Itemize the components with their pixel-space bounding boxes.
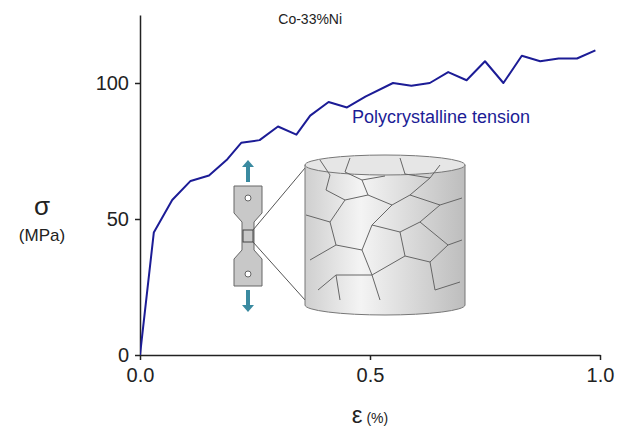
data-line [140,50,595,355]
grain-boundary [345,158,385,180]
load-arrow [246,166,250,182]
chart-title: Co-33%Ni [278,11,342,27]
grain-boundary [400,232,462,262]
cylinder [305,165,465,315]
tick-label: 100 [96,72,129,94]
grain-boundary [318,275,372,290]
load-arrow [246,290,250,306]
chart: 0.0 0.5 1.0 0 50 100 Co-33%Ni Polycrystalline t… [0,0,623,437]
grain-boundary [362,250,405,275]
grain-boundary [410,195,462,205]
tick: 0 [118,344,140,366]
specimen-hole [245,195,251,201]
grain-boundary [320,160,330,190]
grain-boundary [306,200,345,222]
grain-boundary [326,180,368,200]
tick-label: 50 [107,208,129,230]
tick-mark [600,355,602,360]
tick-label: 0.5 [357,364,385,386]
specimen-hole [245,271,251,277]
grain-boundary [420,222,448,245]
tick-mark [135,219,140,221]
grain-boundary [400,158,440,178]
tick-label: 0.0 [127,364,155,386]
tick: 0.0 [127,355,155,386]
grain-boundary [310,245,336,260]
arrow-head [242,160,254,167]
tick-label: 0 [118,344,129,366]
grain-boundary [336,275,340,300]
grain-boundary [368,178,430,205]
tick-mark [135,355,140,357]
zoom-line [253,168,305,230]
grain-boundary [372,275,380,300]
annotation: Polycrystalline tension [352,107,530,127]
grain-boundary [372,205,440,232]
cylinder-top [305,155,465,175]
x-axis-title: ε (%) [352,401,388,428]
tick-mark [135,83,140,85]
tick: 100 [96,72,140,94]
tick: 50 [107,208,140,230]
y-axis-title: σ(MPa) [19,191,65,245]
grain-boundary [430,262,460,290]
specimen [234,186,262,286]
zoom-line [253,242,305,300]
x-axis: 0.0 0.5 1.0 [127,355,615,386]
axis-line [140,16,142,356]
tick: 0.5 [357,355,385,386]
tick-mark [370,355,372,360]
illustration [234,155,465,315]
plot-area [140,50,595,355]
tick-label: 1.0 [587,364,615,386]
tick: 1.0 [587,355,615,386]
gauge-box [243,230,253,242]
y-axis: 0 50 100 [96,16,141,366]
arrow-head [242,305,254,312]
